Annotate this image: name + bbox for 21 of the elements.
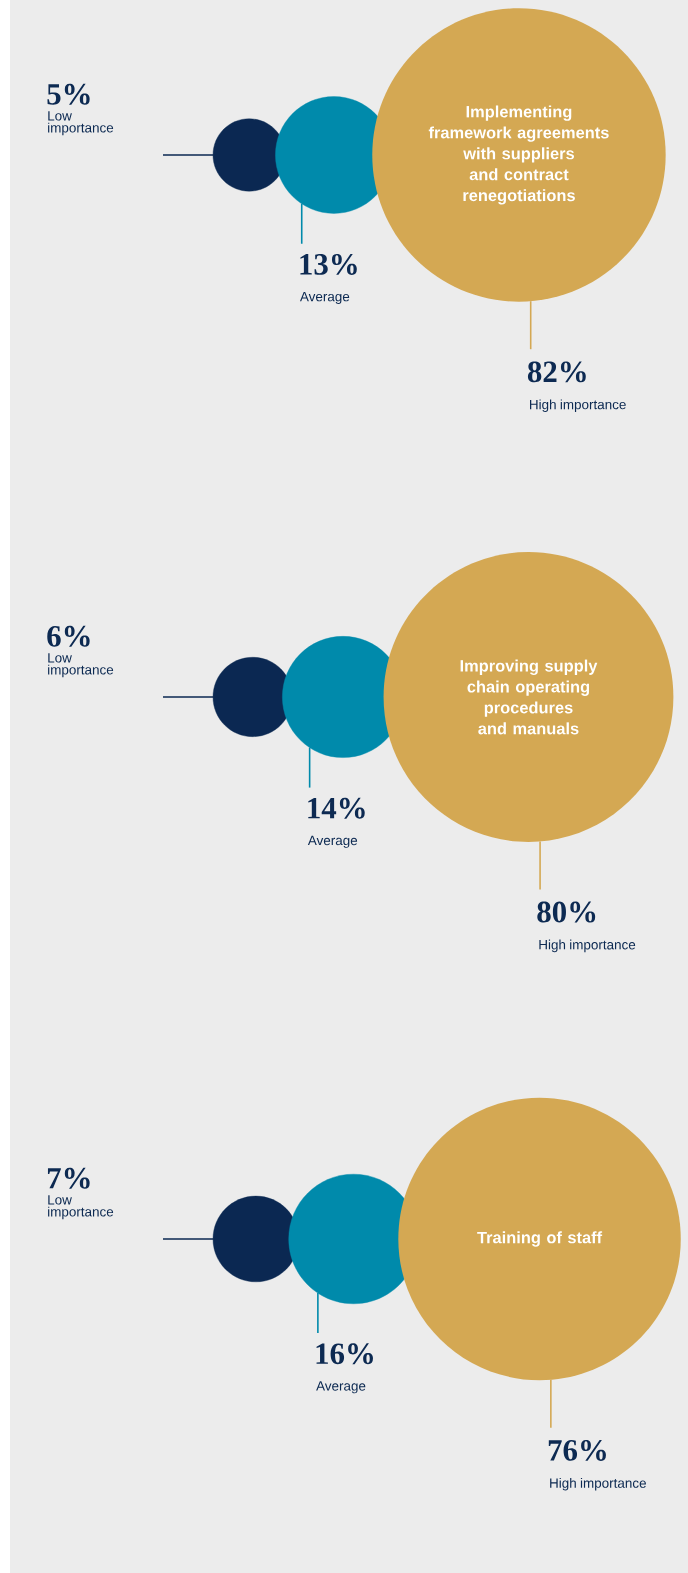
category-label: High importance: [539, 939, 636, 953]
data-label: 80%: [537, 901, 596, 923]
data-label: 13%: [300, 253, 357, 275]
data-label: 82%: [527, 361, 586, 383]
category-label: Low importance: [48, 1195, 114, 1220]
category-label: Average: [316, 1381, 366, 1394]
text: Implementing framework agreements with suppliers and contract renegotiations: [428, 105, 609, 205]
text: Improving supply chain operating procedures and manuals: [460, 659, 598, 735]
category-label: Average: [307, 835, 358, 848]
category-label: Low importance: [48, 653, 114, 678]
data-label: 16%: [316, 1343, 373, 1365]
text: Training of staff: [477, 1231, 603, 1247]
data-label: 6%: [47, 625, 90, 647]
data-label: 5%: [47, 83, 90, 105]
data-label: 76%: [548, 1439, 606, 1461]
category-label: Average: [299, 291, 350, 304]
data-label: 14%: [308, 797, 365, 819]
category-label: High importance: [530, 399, 626, 412]
data-label: 7%: [47, 1167, 90, 1189]
category-label: Low importance: [48, 111, 114, 136]
category-label: High importance: [550, 1477, 646, 1491]
